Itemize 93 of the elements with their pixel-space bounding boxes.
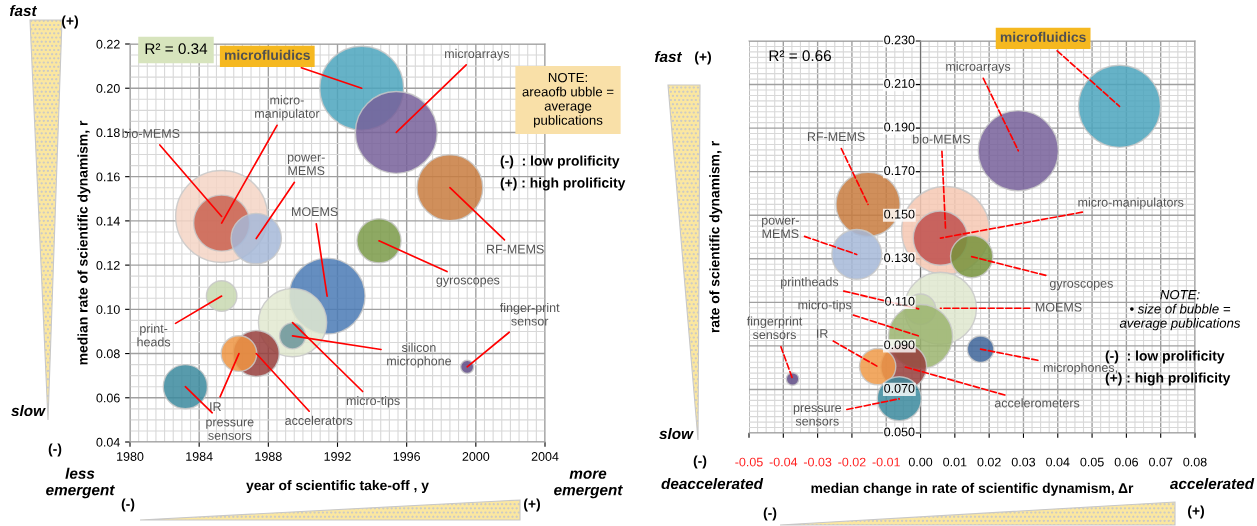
- annotation: print- heads: [137, 323, 171, 347]
- y-tick-label: 0.04: [96, 437, 120, 447]
- annotation: gyroscopes: [1049, 280, 1113, 291]
- x-tick-label: -0.01: [872, 457, 900, 467]
- y-tick-label: 0.050: [884, 427, 915, 437]
- text: (+): [1188, 505, 1204, 519]
- y-tick-label: 0.090: [884, 340, 915, 350]
- annotation: microfluidics: [1000, 31, 1086, 43]
- y-tick-label: 0.08: [96, 349, 120, 359]
- y-axis-title: median rate of scientific dynamism, r: [77, 120, 91, 365]
- x-tick-label: 1992: [324, 452, 351, 461]
- annotation: power- MEMS: [762, 217, 799, 239]
- annotation: printheads: [781, 277, 839, 289]
- y-tick-label: 0.150: [884, 209, 915, 219]
- y-tick-label: 0.12: [96, 260, 120, 270]
- annotation: pressure sensors: [206, 419, 254, 440]
- y-tick-label: 0.06: [96, 393, 120, 403]
- y-tick-label: 0.170: [884, 166, 915, 176]
- x-tick-label: 1980: [117, 452, 144, 461]
- x-tick-label: 0.03: [1011, 457, 1036, 467]
- x-tick-label: 1996: [393, 452, 421, 461]
- y-axis-title: rate of scientific dynamism, r: [709, 141, 723, 333]
- annotation: IR: [817, 329, 828, 338]
- x-tick-label: -0.02: [838, 457, 866, 467]
- y-tick-label: 0.070: [884, 383, 915, 393]
- text: (+): [524, 498, 540, 512]
- text: more emergent: [554, 470, 623, 499]
- x-tick-label: 2004: [531, 452, 559, 461]
- y-tick-label: 0.18: [96, 128, 120, 138]
- y-tick-label: 0.190: [884, 122, 915, 132]
- x-tick-label: 0.08: [1183, 457, 1207, 467]
- text: less emergent: [46, 467, 115, 499]
- x-axis-title: year of scientific take-off , y: [246, 480, 429, 493]
- annotation: pressure sensors: [793, 405, 842, 426]
- x-tick-label: 0.07: [1149, 457, 1173, 467]
- y-tick-label: 0.110: [885, 296, 915, 306]
- text: fast: [654, 50, 683, 63]
- annotation: R² = 0.66: [769, 50, 831, 62]
- x-tick-label: 0.01: [943, 457, 967, 467]
- x-tick-label: 1984: [186, 452, 213, 461]
- annotation: microfluidics: [224, 49, 310, 61]
- text: (-): [693, 455, 707, 469]
- annotation: bio-MEMS: [122, 128, 180, 138]
- annotation: gyroscopes: [436, 277, 500, 287]
- annotation: (-) : low prolificity: [1105, 350, 1225, 364]
- annotation: NOTE: • size of bubble = average publications: [1119, 289, 1241, 331]
- annotation: accelerometers: [994, 398, 1080, 408]
- annotation: MOEMS: [292, 207, 338, 217]
- annotation: RF-MEMS: [807, 132, 865, 142]
- y-tick-label: 0.22: [96, 39, 120, 49]
- annotation: (+) : high prolificity: [500, 177, 626, 191]
- annotation: IR: [210, 402, 221, 411]
- annotation: micro-manipulators: [1078, 197, 1184, 210]
- annotation: MOEMS: [1035, 302, 1082, 312]
- annotation: R² = 0.34: [145, 43, 208, 55]
- x-tick-label: -0.04: [769, 457, 798, 467]
- x-tick-label: 0.05: [1080, 457, 1104, 467]
- x-axis-title: median change in rate of scientific dynamism, Δr: [811, 482, 1134, 496]
- y-tick-label: 0.230: [884, 35, 915, 45]
- y-tick-label: 0.20: [96, 84, 120, 93]
- text: (+): [62, 15, 78, 29]
- x-tick-label: 0.06: [1114, 457, 1138, 467]
- annotation: micro-tips: [346, 395, 400, 408]
- text: slow: [11, 404, 46, 417]
- y-tick-label: 0.16: [96, 172, 120, 182]
- y-tick-label: 0.14: [96, 216, 120, 226]
- annotation: microarrays: [445, 48, 510, 61]
- annotation: power- MEMS: [287, 154, 325, 176]
- annotation: NOTE: areaofb ubble = average publications: [522, 72, 614, 128]
- annotation: accelerators: [285, 415, 353, 425]
- x-tick-label: 1988: [255, 452, 282, 461]
- annotation: micro-tips: [798, 300, 852, 312]
- annotation: (-) : low prolificity: [500, 155, 620, 169]
- x-tick-label: -0.05: [735, 457, 763, 467]
- annotation: RF-MEMS: [487, 244, 544, 254]
- text: fast: [9, 4, 38, 17]
- y-tick-label: 0.10: [96, 305, 120, 314]
- text: accelerated: [1170, 477, 1255, 490]
- annotation: microarrays: [946, 61, 1011, 74]
- text: (+): [695, 51, 711, 65]
- text: (-): [763, 507, 777, 521]
- y-tick-label: 0.210: [884, 79, 915, 88]
- text: deaccelerated: [661, 477, 764, 490]
- x-tick-label: -0.03: [803, 457, 832, 467]
- x-tick-label: 0.04: [1046, 457, 1070, 467]
- y-tick-label: 0.130: [884, 253, 915, 263]
- x-tick-label: 0.02: [977, 457, 1001, 467]
- text: (-): [121, 498, 135, 512]
- annotation: fingerprint sensors: [746, 316, 803, 340]
- text: (-): [48, 443, 62, 457]
- text: slow: [659, 427, 694, 440]
- x-tick-label: 2000: [462, 452, 490, 461]
- x-tick-label: 0.00: [908, 457, 933, 467]
